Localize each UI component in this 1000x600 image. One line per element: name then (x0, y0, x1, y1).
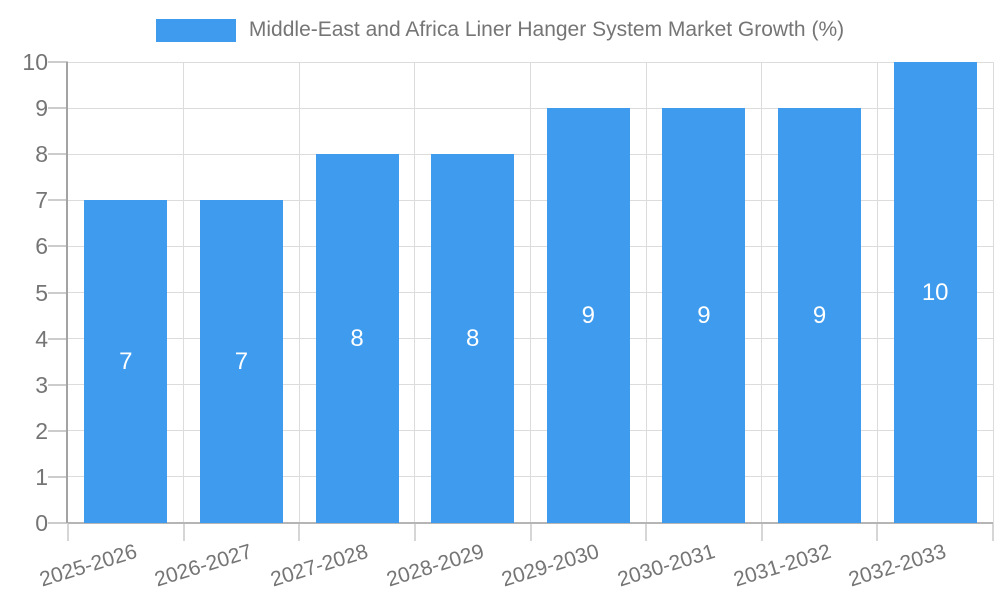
y-axis-label: 3 (35, 371, 48, 398)
x-gridline (645, 62, 647, 523)
bar[interactable] (778, 108, 862, 523)
x-axis-tick (298, 523, 301, 541)
y-axis-label: 2 (35, 417, 48, 444)
y-axis-tick (48, 107, 68, 110)
bar[interactable] (431, 154, 515, 523)
x-gridline (183, 62, 185, 523)
y-axis-tick (48, 199, 68, 202)
y-axis-tick (48, 61, 68, 63)
bar[interactable] (893, 62, 977, 523)
y-axis-tick (48, 429, 68, 432)
y-axis-label: 7 (35, 187, 48, 214)
x-gridline (761, 62, 763, 523)
x-axis-tick (760, 523, 763, 541)
x-axis-tick (529, 523, 532, 541)
x-gridline (530, 62, 531, 523)
y-axis-tick (48, 383, 68, 386)
x-gridline (876, 62, 878, 523)
legend-swatch (155, 18, 236, 42)
x-axis-line (68, 522, 993, 524)
y-axis-tick (48, 337, 68, 340)
y-axis-label: 1 (35, 463, 48, 490)
y-axis-label: 4 (35, 325, 48, 352)
y-axis-label: 10 (22, 49, 48, 75)
chart-legend: Middle-East and Africa Liner Hanger Syst… (0, 18, 1000, 42)
x-axis-tick (992, 523, 994, 541)
x-axis-tick (182, 523, 185, 541)
bar[interactable] (315, 154, 399, 523)
y-axis-tick (48, 522, 68, 524)
y-axis-tick (48, 153, 68, 156)
y-axis-label: 8 (35, 141, 48, 168)
x-axis-tick (645, 523, 648, 541)
y-axis-label: 5 (35, 279, 48, 306)
x-axis-tick (413, 523, 416, 541)
bar[interactable] (662, 108, 746, 523)
y-axis-label: 0 (35, 510, 48, 536)
y-axis-label: 9 (35, 95, 48, 122)
bar[interactable] (199, 200, 283, 523)
y-axis-tick (48, 291, 68, 294)
x-axis-tick (876, 523, 879, 541)
y-axis-tick (48, 475, 68, 478)
bar[interactable] (546, 108, 630, 523)
y-axis-tick (48, 245, 68, 248)
y-axis-label: 6 (35, 233, 48, 260)
x-gridline (298, 62, 300, 523)
legend-item[interactable]: Middle-East and Africa Liner Hanger Syst… (155, 18, 845, 42)
legend-label: Middle-East and Africa Liner Hanger Syst… (248, 18, 845, 41)
x-axis-tick (67, 523, 69, 541)
y-axis-line (66, 62, 68, 523)
x-gridline (414, 62, 416, 523)
bar[interactable] (84, 200, 168, 523)
x-gridline (992, 62, 994, 523)
